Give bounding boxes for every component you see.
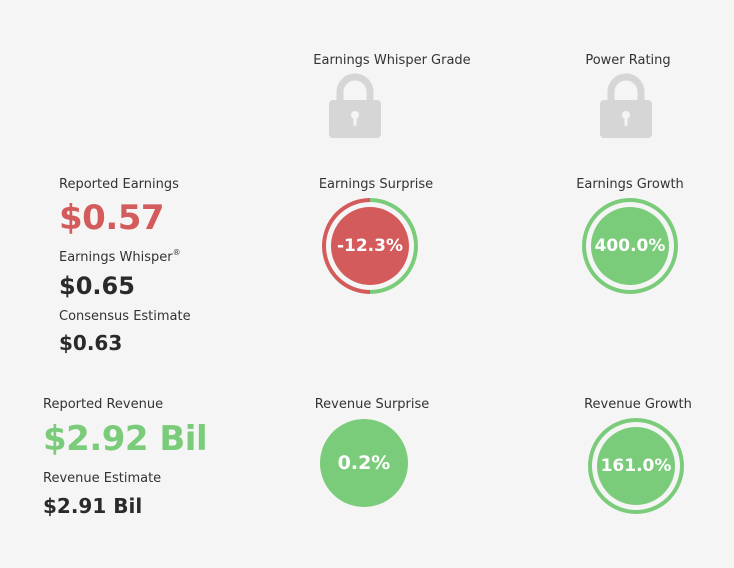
registered-mark: ® — [172, 248, 181, 257]
reported-earnings-value: $0.57 — [59, 198, 165, 238]
earnings-whisper-label-text: Earnings Whisper — [59, 250, 173, 265]
revenue-estimate-label: Revenue Estimate — [43, 471, 162, 486]
earnings-whisper-value: $0.65 — [59, 272, 135, 300]
earnings-growth-label: Earnings Growth — [576, 177, 684, 192]
earnings-whisper-grade-label: Earnings Whisper Grade — [313, 53, 471, 68]
revenue-surprise-label: Revenue Surprise — [314, 397, 430, 412]
consensus-estimate-label: Consensus Estimate — [59, 309, 191, 324]
revenue-surprise-gauge: 0.2% — [319, 418, 409, 508]
consensus-estimate-value: $0.63 — [59, 331, 123, 355]
earnings-growth-gauge: 400.0% — [582, 198, 678, 294]
lock-icon — [600, 73, 652, 138]
earnings-growth-value: 400.0% — [594, 236, 666, 256]
power-rating-label: Power Rating — [585, 53, 671, 68]
revenue-growth-gauge: 161.0% — [588, 418, 684, 514]
revenue-surprise-value: 0.2% — [337, 452, 391, 474]
earnings-whisper-label: Earnings Whisper® — [59, 248, 181, 265]
earnings-growth-ring — [582, 198, 678, 294]
revenue-growth-ring — [588, 418, 684, 514]
reported-earnings-label: Reported Earnings — [59, 177, 179, 192]
earnings-surprise-ring — [322, 198, 418, 294]
earnings-surprise-label: Earnings Surprise — [318, 177, 434, 192]
revenue-growth-label: Revenue Growth — [584, 397, 692, 412]
revenue-growth-value: 161.0% — [600, 456, 672, 476]
revenue-surprise-circle — [320, 419, 408, 507]
earnings-surprise-gauge: -12.3% — [322, 198, 418, 294]
revenue-estimate-value: $2.91 Bil — [43, 494, 143, 518]
reported-revenue-value: $2.92 Bil — [43, 419, 208, 459]
lock-icon — [329, 73, 381, 138]
earnings-surprise-value: -12.3% — [336, 236, 404, 256]
reported-revenue-label: Reported Revenue — [43, 397, 164, 412]
